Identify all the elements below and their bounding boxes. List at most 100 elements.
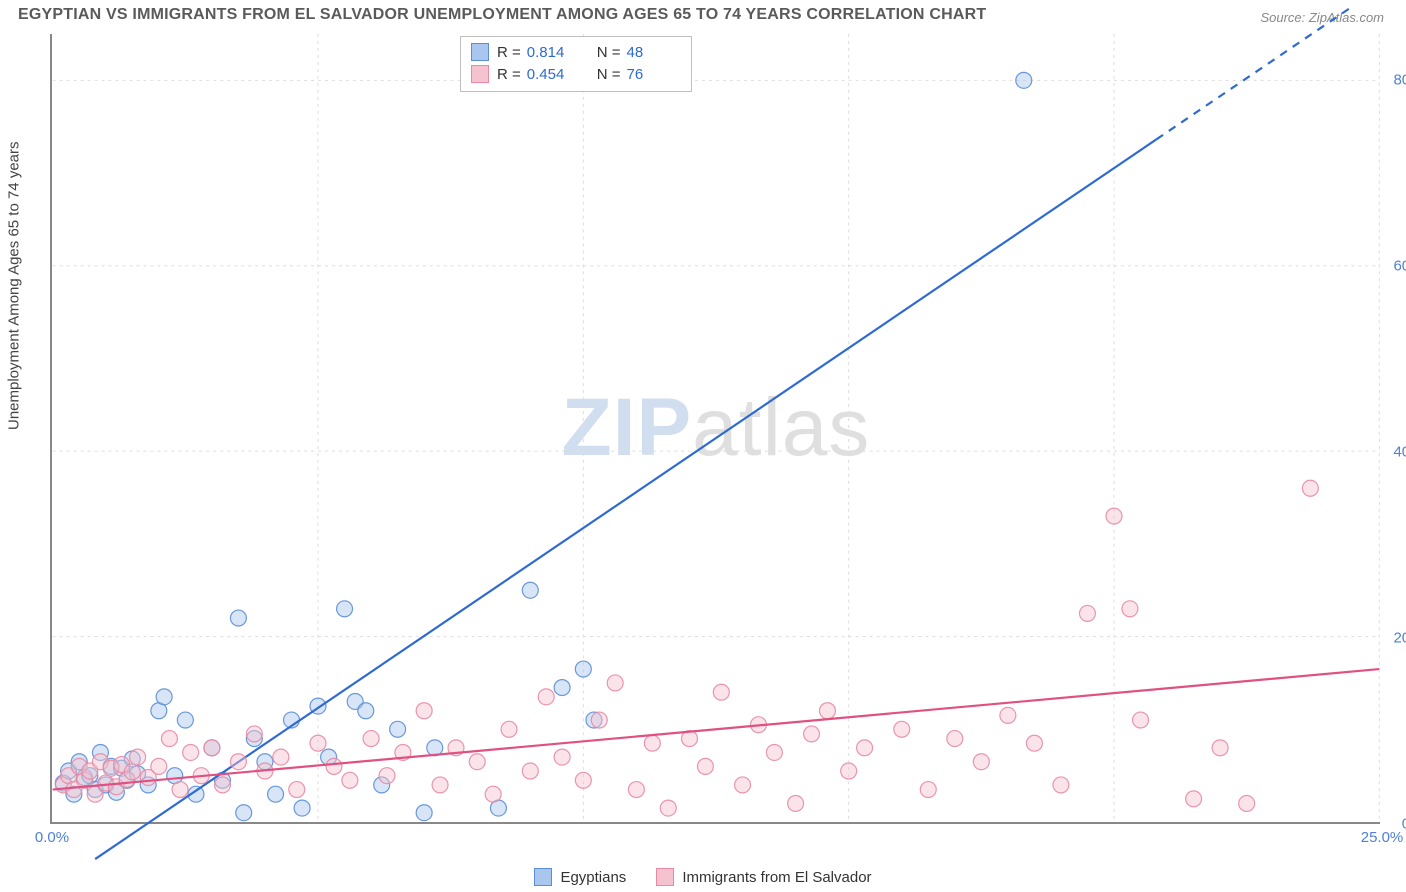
scatter-point — [342, 772, 358, 788]
legend-n-label: N = — [597, 66, 621, 83]
y-tick-label: 40.0% — [1393, 444, 1406, 461]
scatter-point — [432, 777, 448, 793]
scatter-point — [607, 675, 623, 691]
scatter-point — [920, 782, 936, 798]
scatter-point — [735, 777, 751, 793]
scatter-point — [124, 764, 140, 780]
y-tick-label: 20.0% — [1393, 630, 1406, 647]
scatter-point — [310, 735, 326, 751]
scatter-point — [644, 735, 660, 751]
scatter-point — [416, 805, 432, 821]
scatter-point — [358, 703, 374, 719]
scatter-point — [246, 726, 262, 742]
scatter-point — [575, 661, 591, 677]
scatter-point — [1053, 777, 1069, 793]
regression-line — [95, 139, 1156, 859]
x-tick-label: 0.0% — [35, 829, 69, 846]
scatter-point — [501, 721, 517, 737]
legend-swatch-elsalvador — [656, 868, 674, 886]
scatter-point — [1000, 707, 1016, 723]
scatter-point — [363, 731, 379, 747]
scatter-point — [379, 768, 395, 784]
scatter-point — [1239, 795, 1255, 811]
scatter-point — [1186, 791, 1202, 807]
scatter-point — [841, 763, 857, 779]
scatter-point — [326, 758, 342, 774]
legend-swatch-egyptians — [534, 868, 552, 886]
x-tick-label: 25.0% — [1361, 829, 1404, 846]
scatter-point — [522, 582, 538, 598]
scatter-point — [230, 610, 246, 626]
scatter-point — [1212, 740, 1228, 756]
scatter-point — [390, 721, 406, 737]
scatter-point — [1133, 712, 1149, 728]
legend-label-elsalvador: Immigrants from El Salvador — [682, 869, 871, 886]
scatter-point — [804, 726, 820, 742]
scatter-point — [819, 703, 835, 719]
scatter-point — [1079, 605, 1095, 621]
legend-row-egyptians: R = 0.814 N = 48 — [471, 41, 681, 63]
scatter-point — [522, 763, 538, 779]
legend-n-value-egyptians: 48 — [627, 44, 681, 61]
scatter-point — [660, 800, 676, 816]
scatter-point — [294, 800, 310, 816]
scatter-point — [183, 744, 199, 760]
scatter-point — [130, 749, 146, 765]
y-tick-label: 80.0% — [1393, 72, 1406, 89]
legend-row-elsalvador: R = 0.454 N = 76 — [471, 63, 681, 85]
scatter-svg — [52, 34, 1380, 822]
y-tick-label: 60.0% — [1393, 258, 1406, 275]
scatter-point — [766, 744, 782, 760]
y-axis-label: Unemployment Among Ages 65 to 74 years — [6, 141, 23, 430]
scatter-point — [591, 712, 607, 728]
scatter-point — [575, 772, 591, 788]
plot-area: ZIPatlas 0.0%20.0%40.0%60.0%80.0%0.0%25.… — [50, 34, 1380, 824]
scatter-point — [268, 786, 284, 802]
scatter-point — [697, 758, 713, 774]
scatter-point — [485, 786, 501, 802]
scatter-point — [1122, 601, 1138, 617]
regression-line-extrapolated — [1156, 6, 1352, 139]
scatter-point — [230, 754, 246, 770]
scatter-point — [172, 782, 188, 798]
legend-label-egyptians: Egyptians — [560, 869, 626, 886]
scatter-point — [973, 754, 989, 770]
legend-r-label: R = — [497, 44, 521, 61]
legend-n-value-elsalvador: 76 — [627, 66, 681, 83]
legend-item-egyptians: Egyptians — [534, 868, 626, 886]
scatter-point — [469, 754, 485, 770]
scatter-point — [416, 703, 432, 719]
scatter-point — [1106, 508, 1122, 524]
scatter-point — [1302, 480, 1318, 496]
scatter-point — [554, 749, 570, 765]
legend-r-value-egyptians: 0.814 — [527, 44, 581, 61]
scatter-point — [215, 777, 231, 793]
scatter-point — [151, 758, 167, 774]
scatter-point — [236, 805, 252, 821]
scatter-point — [204, 740, 220, 756]
chart-title: EGYPTIAN VS IMMIGRANTS FROM EL SALVADOR … — [18, 6, 986, 24]
scatter-point — [894, 721, 910, 737]
scatter-point — [1026, 735, 1042, 751]
legend-swatch-elsalvador — [471, 65, 489, 83]
scatter-point — [1016, 72, 1032, 88]
legend-r-value-elsalvador: 0.454 — [527, 66, 581, 83]
scatter-point — [161, 731, 177, 747]
scatter-point — [538, 689, 554, 705]
scatter-point — [947, 731, 963, 747]
scatter-point — [713, 684, 729, 700]
scatter-point — [156, 689, 172, 705]
scatter-point — [337, 601, 353, 617]
legend-bottom: Egyptians Immigrants from El Salvador — [0, 868, 1406, 886]
source-attribution: Source: ZipAtlas.com — [1260, 10, 1384, 25]
scatter-point — [788, 795, 804, 811]
scatter-point — [273, 749, 289, 765]
legend-item-elsalvador: Immigrants from El Salvador — [656, 868, 871, 886]
legend-r-label: R = — [497, 66, 521, 83]
scatter-point — [857, 740, 873, 756]
scatter-point — [554, 680, 570, 696]
legend-correlation-box: R = 0.814 N = 48 R = 0.454 N = 76 — [460, 36, 692, 92]
legend-n-label: N = — [597, 44, 621, 61]
legend-swatch-egyptians — [471, 43, 489, 61]
scatter-point — [177, 712, 193, 728]
